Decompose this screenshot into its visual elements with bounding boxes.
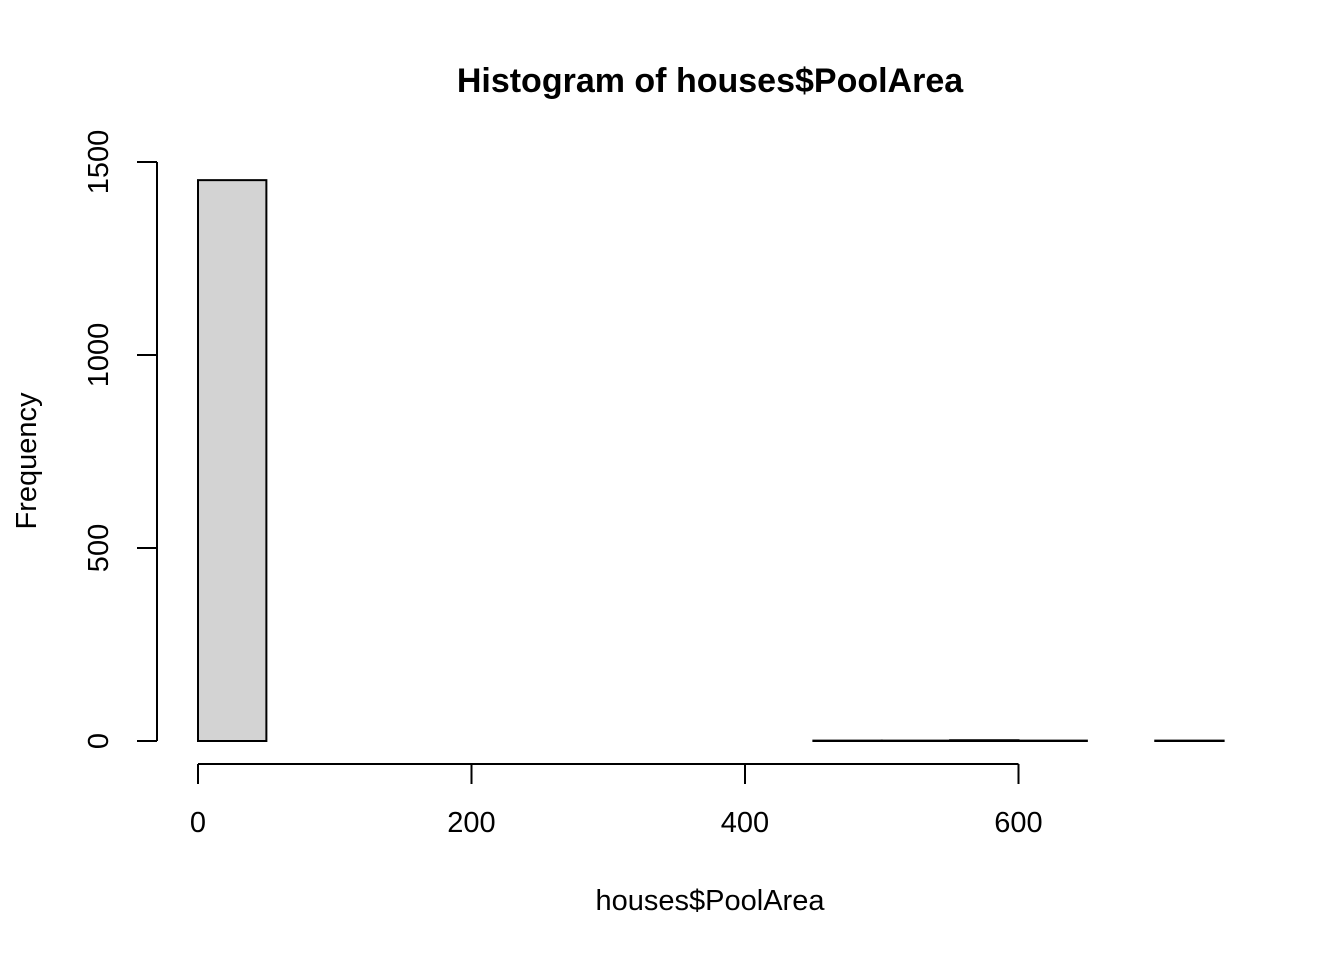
x-axis-label: houses$PoolArea	[596, 885, 826, 917]
x-tick-label-3: 600	[994, 807, 1042, 839]
histogram-bar-11	[949, 739, 1020, 743]
x-tick-label-1: 200	[447, 807, 495, 839]
y-axis: 0 500 1000 1500	[83, 130, 158, 749]
y-tick-label-0: 0	[83, 733, 115, 749]
x-tick-label-0: 0	[190, 807, 206, 839]
y-tick-label-3: 1500	[83, 130, 115, 195]
y-tick-label-1: 500	[83, 524, 115, 572]
histogram-bar-0	[197, 179, 268, 742]
chart-title: Histogram of houses$PoolArea	[457, 62, 964, 100]
x-axis: 0 200 400 600	[190, 763, 1043, 839]
bars-group	[197, 179, 1225, 743]
y-axis-label: Frequency	[11, 392, 43, 530]
x-tick-label-2: 400	[721, 807, 769, 839]
y-tick-label-2: 1000	[83, 323, 115, 388]
